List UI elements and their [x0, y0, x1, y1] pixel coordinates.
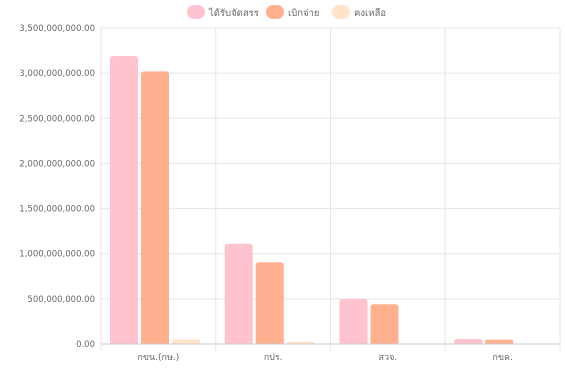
y-tick-label: 1,500,000,000.00 [19, 205, 95, 215]
legend-item[interactable]: เบิกจ่าย [266, 5, 320, 19]
legend-swatch [187, 5, 205, 19]
y-axis: 0.00 500,000,000.00 1,000,000,000.00 1,500,… [19, 24, 95, 350]
legend-label: ได้รับจัดสรร [208, 7, 259, 19]
legend-label: คงเหลือ [354, 8, 386, 19]
y-tick-label: 3,000,000,000.00 [19, 69, 95, 79]
y-tick-label: 1,000,000,000.00 [19, 250, 95, 260]
bar-1-2[interactable] [225, 244, 253, 344]
bar-1-4[interactable] [454, 339, 482, 344]
bar-1-3[interactable] [340, 299, 368, 344]
gridlines [101, 28, 560, 350]
x-tick-label: สวจ. [379, 353, 398, 363]
x-tick-label: กขค. [492, 353, 512, 363]
y-tick-label: 0.00 [76, 340, 95, 350]
bar-2-1[interactable] [141, 71, 169, 344]
legend-label: เบิกจ่าย [288, 8, 320, 19]
legend: ได้รับจัดสรร เบิกจ่าย คงเหลือ [187, 5, 386, 19]
bar-2-4[interactable] [485, 340, 513, 344]
y-tick-label: 2,500,000,000.00 [19, 114, 95, 124]
y-tick-label: 500,000,000.00 [27, 295, 95, 305]
x-tick-label: กขน.(กษ.) [137, 353, 179, 363]
bars [110, 56, 544, 344]
bar-2-2[interactable] [256, 262, 284, 344]
bar-3-1[interactable] [172, 339, 200, 344]
legend-swatch [266, 5, 284, 19]
legend-swatch [332, 5, 350, 19]
bar-2-3[interactable] [371, 304, 399, 344]
legend-item[interactable]: ได้รับจัดสรร [187, 5, 259, 19]
y-tick-label: 3,500,000,000.00 [19, 24, 95, 34]
legend-item[interactable]: คงเหลือ [332, 5, 386, 19]
bar-1-1[interactable] [110, 56, 138, 344]
x-tick-label: กปร. [264, 353, 283, 363]
y-tick-label: 2,000,000,000.00 [19, 159, 95, 169]
